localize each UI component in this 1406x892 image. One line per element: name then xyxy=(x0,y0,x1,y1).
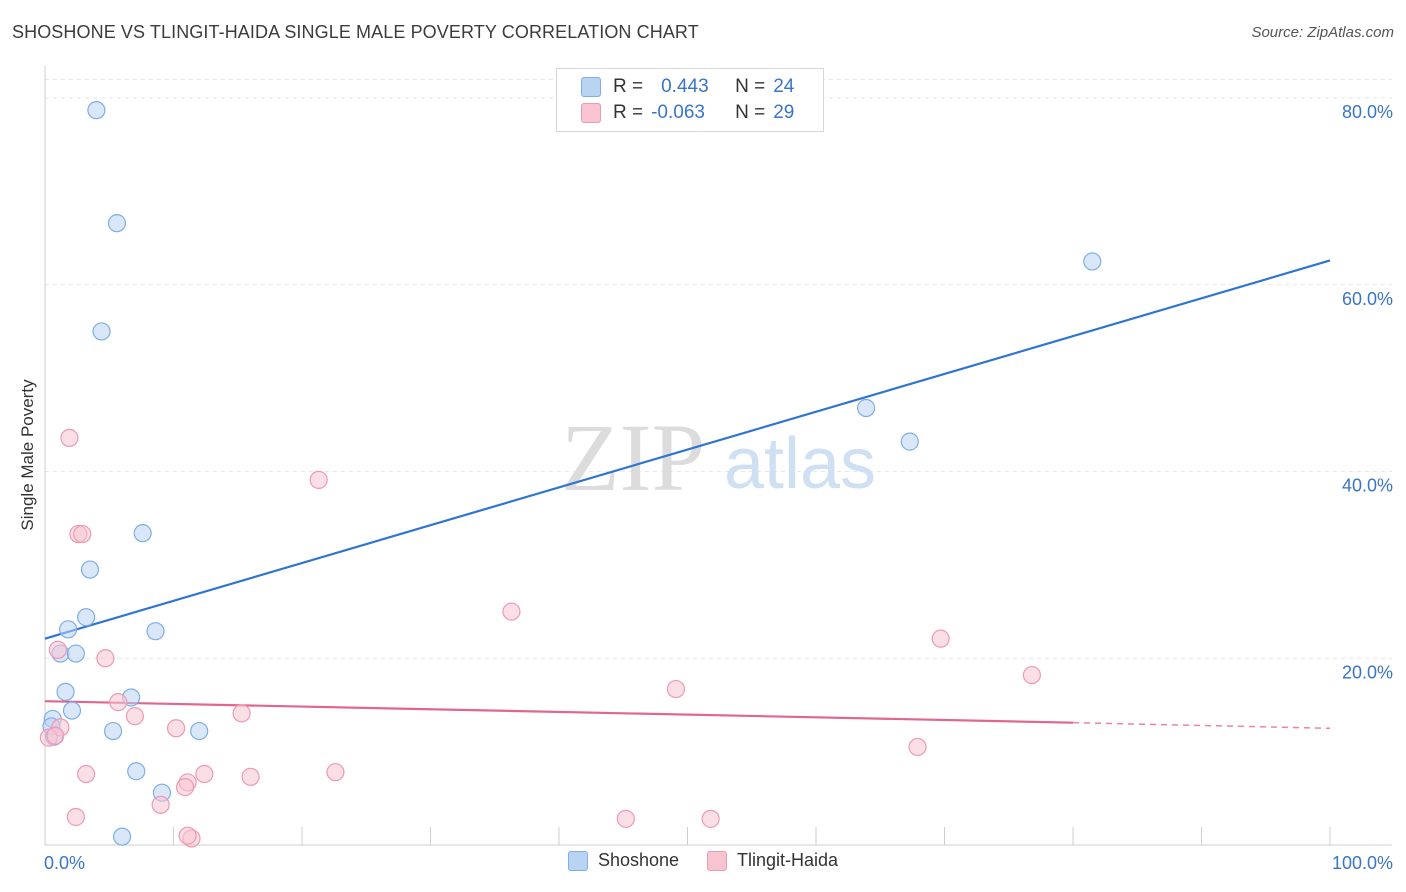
tlingit-haida-point xyxy=(46,726,65,745)
tlingit-haida-point xyxy=(931,629,950,648)
shoshone-point xyxy=(104,721,123,741)
r-value: -0.063 xyxy=(651,102,705,123)
chart-title: SHOSHONE VS TLINGIT-HAIDA SINGLE MALE PO… xyxy=(12,22,699,42)
tlingit-haida-point xyxy=(195,764,214,784)
shoshone-trend-line xyxy=(44,259,1331,640)
shoshone-point xyxy=(87,101,106,120)
tlingit-haida-point xyxy=(701,809,720,828)
shoshone-point xyxy=(92,322,111,341)
tlingit-haida-point xyxy=(109,693,128,712)
tlingit-haida-point xyxy=(66,807,85,827)
watermark: ZIP atlas xyxy=(561,404,876,511)
n-value: 29 xyxy=(773,102,795,123)
grid-lines xyxy=(45,78,1392,659)
tlingit-haida-point xyxy=(151,795,170,814)
tlingit-haida-point xyxy=(326,763,345,782)
tlingit-haida-point xyxy=(178,826,197,845)
legend-label: Tlingit-Haida xyxy=(737,850,839,870)
trend-lines xyxy=(44,259,1331,730)
tick-labels: 20.0% 40.0% 60.0% 80.0% 0.0% 100.0% xyxy=(44,102,1393,873)
shoshone-point xyxy=(857,398,876,418)
shoshone-point xyxy=(56,682,75,701)
x-tick-label: 0.0% xyxy=(44,853,85,873)
shoshone-point xyxy=(900,432,919,451)
tlingit-haida-point xyxy=(616,809,635,828)
tlingit-haida-point xyxy=(60,428,79,447)
shoshone-point xyxy=(107,214,127,233)
tlingit-haida-point xyxy=(175,778,195,797)
tlingit-haida-point xyxy=(125,707,145,726)
stats-row-tlingit-haida: R = -0.063 N = 29 xyxy=(581,100,794,126)
shoshone-swatch xyxy=(567,850,588,871)
legend-item-shoshone: Shoshone xyxy=(567,850,680,871)
watermark-atlas: atlas xyxy=(724,424,876,504)
tlingit-haida-point xyxy=(73,524,92,544)
y-tick-label: 80.0% xyxy=(1342,102,1393,122)
shoshone-point xyxy=(80,560,100,579)
tlingit-haida-trend-extension xyxy=(1072,721,1331,730)
legend-item-tlingit-haida: Tlingit-Haida xyxy=(707,850,838,871)
tlingit-haida-swatch xyxy=(707,850,728,871)
n-label: N = xyxy=(735,76,766,97)
source-label: Source: ZipAtlas.com xyxy=(1251,24,1394,41)
shoshone-point xyxy=(127,762,146,781)
tlingit-haida-point xyxy=(77,764,96,784)
r-value: 0.443 xyxy=(661,76,709,97)
tlingit-haida-point xyxy=(666,679,686,699)
shoshone-point xyxy=(66,644,85,663)
shoshone-point xyxy=(59,620,78,639)
watermark-zip: ZIP xyxy=(561,404,705,511)
shoshone-swatch xyxy=(581,77,601,97)
tlingit-haida-point xyxy=(502,602,521,621)
x-tick-label: 100.0% xyxy=(1332,853,1393,873)
shoshone-point xyxy=(1083,252,1102,271)
tlingit-haida-point xyxy=(908,737,927,757)
r-label: R = xyxy=(613,76,644,97)
tlingit-haida-point xyxy=(96,649,115,668)
tlingit-haida-point xyxy=(309,470,328,490)
y-tick-label: 60.0% xyxy=(1342,289,1393,309)
tlingit-haida-swatch xyxy=(581,103,601,123)
n-value: 24 xyxy=(773,76,795,97)
legend-label: Shoshone xyxy=(597,850,680,870)
shoshone-point xyxy=(77,608,96,627)
y-tick-label: 20.0% xyxy=(1342,662,1393,682)
n-label: N = xyxy=(735,102,766,123)
tlingit-haida-point xyxy=(48,640,67,659)
tlingit-haida-point xyxy=(1022,665,1041,685)
shoshone-point xyxy=(133,524,152,543)
series-legend: Shoshone Tlingit-Haida xyxy=(0,850,1406,871)
tlingit-haida-point xyxy=(232,704,251,723)
r-label: R = xyxy=(613,102,644,123)
y-tick-label: 40.0% xyxy=(1342,476,1393,496)
shoshone-point xyxy=(112,827,132,846)
axes xyxy=(44,66,1392,846)
stats-legend: R = 0.443 N = 24 R = -0.063 N = 29 xyxy=(556,68,824,132)
tlingit-haida-point xyxy=(241,767,260,786)
tlingit-haida-point xyxy=(166,719,186,738)
stats-row-shoshone: R = 0.443 N = 24 xyxy=(581,74,794,100)
shoshone-point xyxy=(146,622,165,641)
tlingit-haida-trend-line xyxy=(44,700,1074,724)
shoshone-point xyxy=(190,721,209,741)
data-points xyxy=(39,101,1102,848)
shoshone-point xyxy=(62,701,82,720)
